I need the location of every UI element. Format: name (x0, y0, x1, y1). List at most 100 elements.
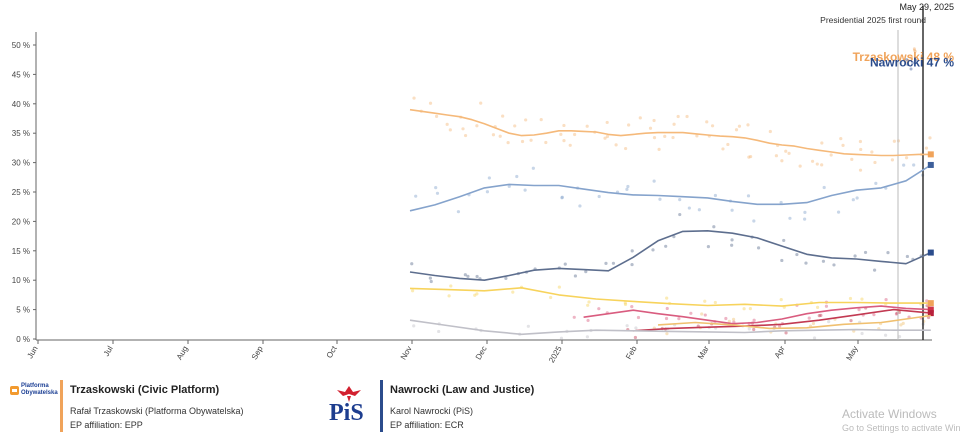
poll-dot (689, 311, 693, 315)
series-line-4 (583, 305, 931, 325)
x-tick-label: Feb (624, 344, 639, 361)
poll-dot (803, 217, 807, 221)
poll-dot (726, 142, 730, 147)
poll-dot (520, 139, 525, 144)
series-end-marker-5 (927, 310, 934, 317)
poll-dot (817, 314, 821, 318)
series-end-marker-0 (927, 151, 934, 158)
poll-dot (506, 141, 510, 145)
poll-dot (832, 263, 836, 267)
poll-dot (886, 251, 890, 255)
poll-dot (671, 135, 675, 140)
series-line-5 (633, 308, 931, 332)
series-line-6 (657, 314, 931, 330)
y-tick-label: 30 % (12, 159, 30, 168)
poll-dot (513, 124, 517, 128)
poll-dot (884, 297, 888, 302)
y-tick-label: 40 % (12, 100, 30, 109)
poll-dot (475, 124, 479, 128)
y-tick-label: 0 % (16, 335, 30, 344)
poll-dot (597, 307, 601, 311)
poll-dot (816, 305, 820, 309)
poll-dot (412, 324, 416, 328)
result-dot (906, 63, 910, 67)
poll-dot (562, 123, 566, 128)
poll-dot (858, 168, 863, 172)
po-logo-text-1: Platforma (21, 383, 49, 389)
x-tick-label: Jul (102, 344, 115, 358)
poll-dot (664, 244, 668, 248)
poll-dot (563, 262, 567, 266)
poll-dot (795, 252, 799, 257)
poll-dot (475, 274, 479, 279)
series-end-marker-4 (927, 306, 934, 313)
series-line-3 (409, 287, 931, 307)
poll-dot (752, 219, 756, 223)
poll-dot (804, 261, 808, 265)
poll-dot (742, 307, 746, 311)
poll-dot (841, 143, 845, 147)
result-dot (913, 49, 917, 53)
poll-dot (585, 124, 589, 128)
poll-dot (803, 210, 807, 214)
poll-dot (663, 134, 667, 138)
trzaskowski-affiliation: EP affiliation: EPP (70, 420, 143, 430)
poll-dot (586, 318, 590, 323)
poll-dot (749, 154, 753, 159)
poll-dot (539, 118, 543, 122)
poll-dot (410, 262, 414, 266)
x-tick-label: Aug (175, 345, 190, 362)
poll-dot (788, 216, 792, 220)
poll-dot (784, 149, 788, 153)
poll-dot (605, 134, 610, 139)
series-line-7 (409, 319, 931, 336)
candidate-card-nawrocki[interactable]: Nawrocki (Law and Justice) Karol Nawrock… (380, 380, 640, 432)
poll-dot (428, 276, 432, 280)
poll-dot (507, 184, 511, 188)
event-name-label: Presidential 2025 first round (820, 15, 926, 25)
poll-dot (605, 120, 609, 125)
series-end-marker-1 (927, 161, 934, 168)
poll-dot (572, 315, 576, 319)
poll-dot (685, 114, 689, 119)
poll-dot (812, 336, 817, 340)
poll-dot (614, 143, 618, 147)
x-tick-label: Jun (25, 345, 39, 361)
poll-dot (531, 166, 535, 170)
x-tick-label: Sep (250, 344, 265, 361)
poll-dot (706, 244, 711, 249)
poll-dot (747, 327, 751, 331)
x-tick-label: Apr (773, 344, 787, 360)
x-tick-label: 2025 (547, 344, 564, 364)
poll-dot (778, 324, 782, 328)
poll-dot (815, 162, 819, 166)
poll-dot (853, 254, 857, 258)
poll-dot (627, 123, 631, 127)
windows-watermark-title: Activate Windows (842, 407, 937, 421)
poll-dot (549, 295, 553, 300)
poll-dot (855, 196, 859, 200)
candidate-card-trzaskowski[interactable]: Trzaskowski (Civic Platform) Rafał Trzas… (60, 380, 320, 432)
poll-dot (529, 138, 533, 142)
poll-dot (870, 150, 874, 154)
poll-dot (874, 181, 878, 185)
poll-dot (560, 196, 564, 200)
poll-dot (603, 136, 607, 140)
poll-dot (456, 210, 461, 214)
series-end-marker-3 (927, 300, 934, 307)
poll-dot (625, 187, 629, 191)
poll-dot (712, 225, 716, 229)
y-tick-label: 15 % (12, 247, 30, 256)
poll-dot (584, 270, 588, 274)
pis-logo: PiS (326, 384, 372, 428)
poll-dot (756, 246, 761, 250)
nawrocki-affiliation: EP affiliation: ECR (390, 420, 464, 430)
poll-dot (829, 153, 833, 157)
poll-dot (586, 303, 590, 307)
x-tick-label: Oct (325, 344, 339, 360)
poll-dot (897, 335, 902, 339)
poll-dot (811, 321, 816, 326)
poll-dot (557, 285, 561, 289)
series-line-2 (409, 230, 932, 281)
poll-dot (821, 259, 826, 263)
